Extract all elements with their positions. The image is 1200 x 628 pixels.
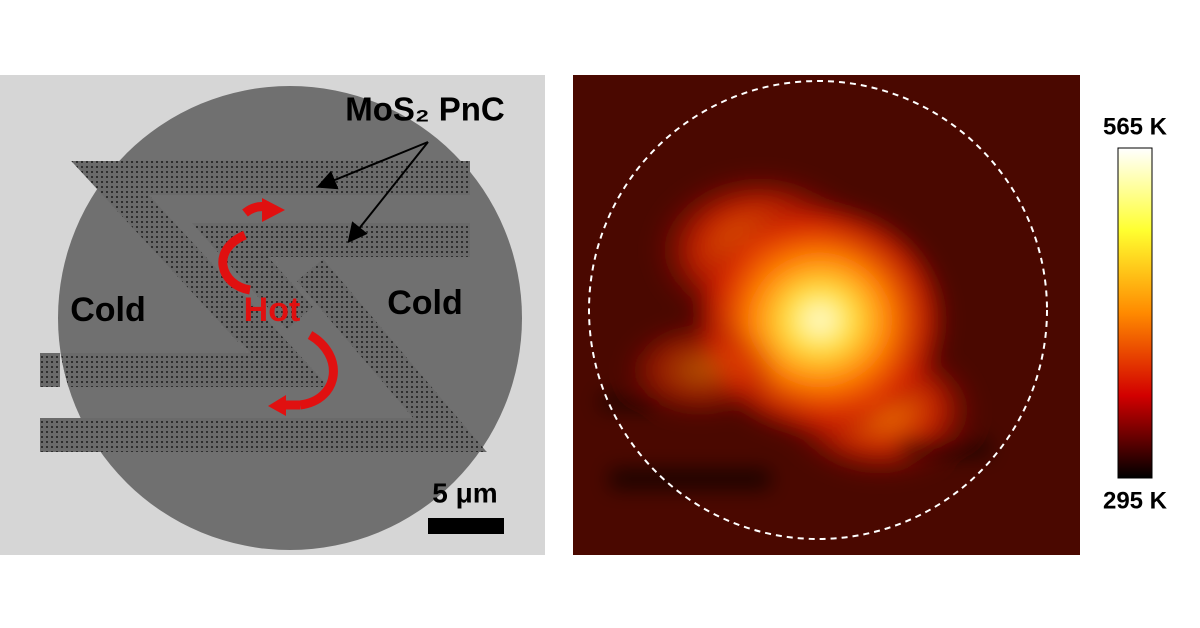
- arrow-head: [262, 198, 285, 222]
- hot-label: Hot: [244, 291, 301, 329]
- material-label: MoS₂ PnC: [345, 91, 505, 128]
- colorbar-max-label: 565 K: [1103, 113, 1168, 140]
- scale-bar-label: 5 μm: [432, 477, 497, 508]
- scale-bar: [428, 518, 504, 534]
- membrane-outline: [588, 80, 1048, 540]
- cold-label: Cold: [70, 291, 146, 329]
- cold-label: Cold: [387, 284, 463, 322]
- colorbar-min-label: 295 K: [1103, 487, 1168, 514]
- colorbar: [1117, 147, 1153, 479]
- arrow-head: [268, 395, 286, 416]
- pointer-arrow: [347, 141, 429, 244]
- heat-distribution: [600, 170, 990, 488]
- pointer-arrow: [316, 141, 429, 190]
